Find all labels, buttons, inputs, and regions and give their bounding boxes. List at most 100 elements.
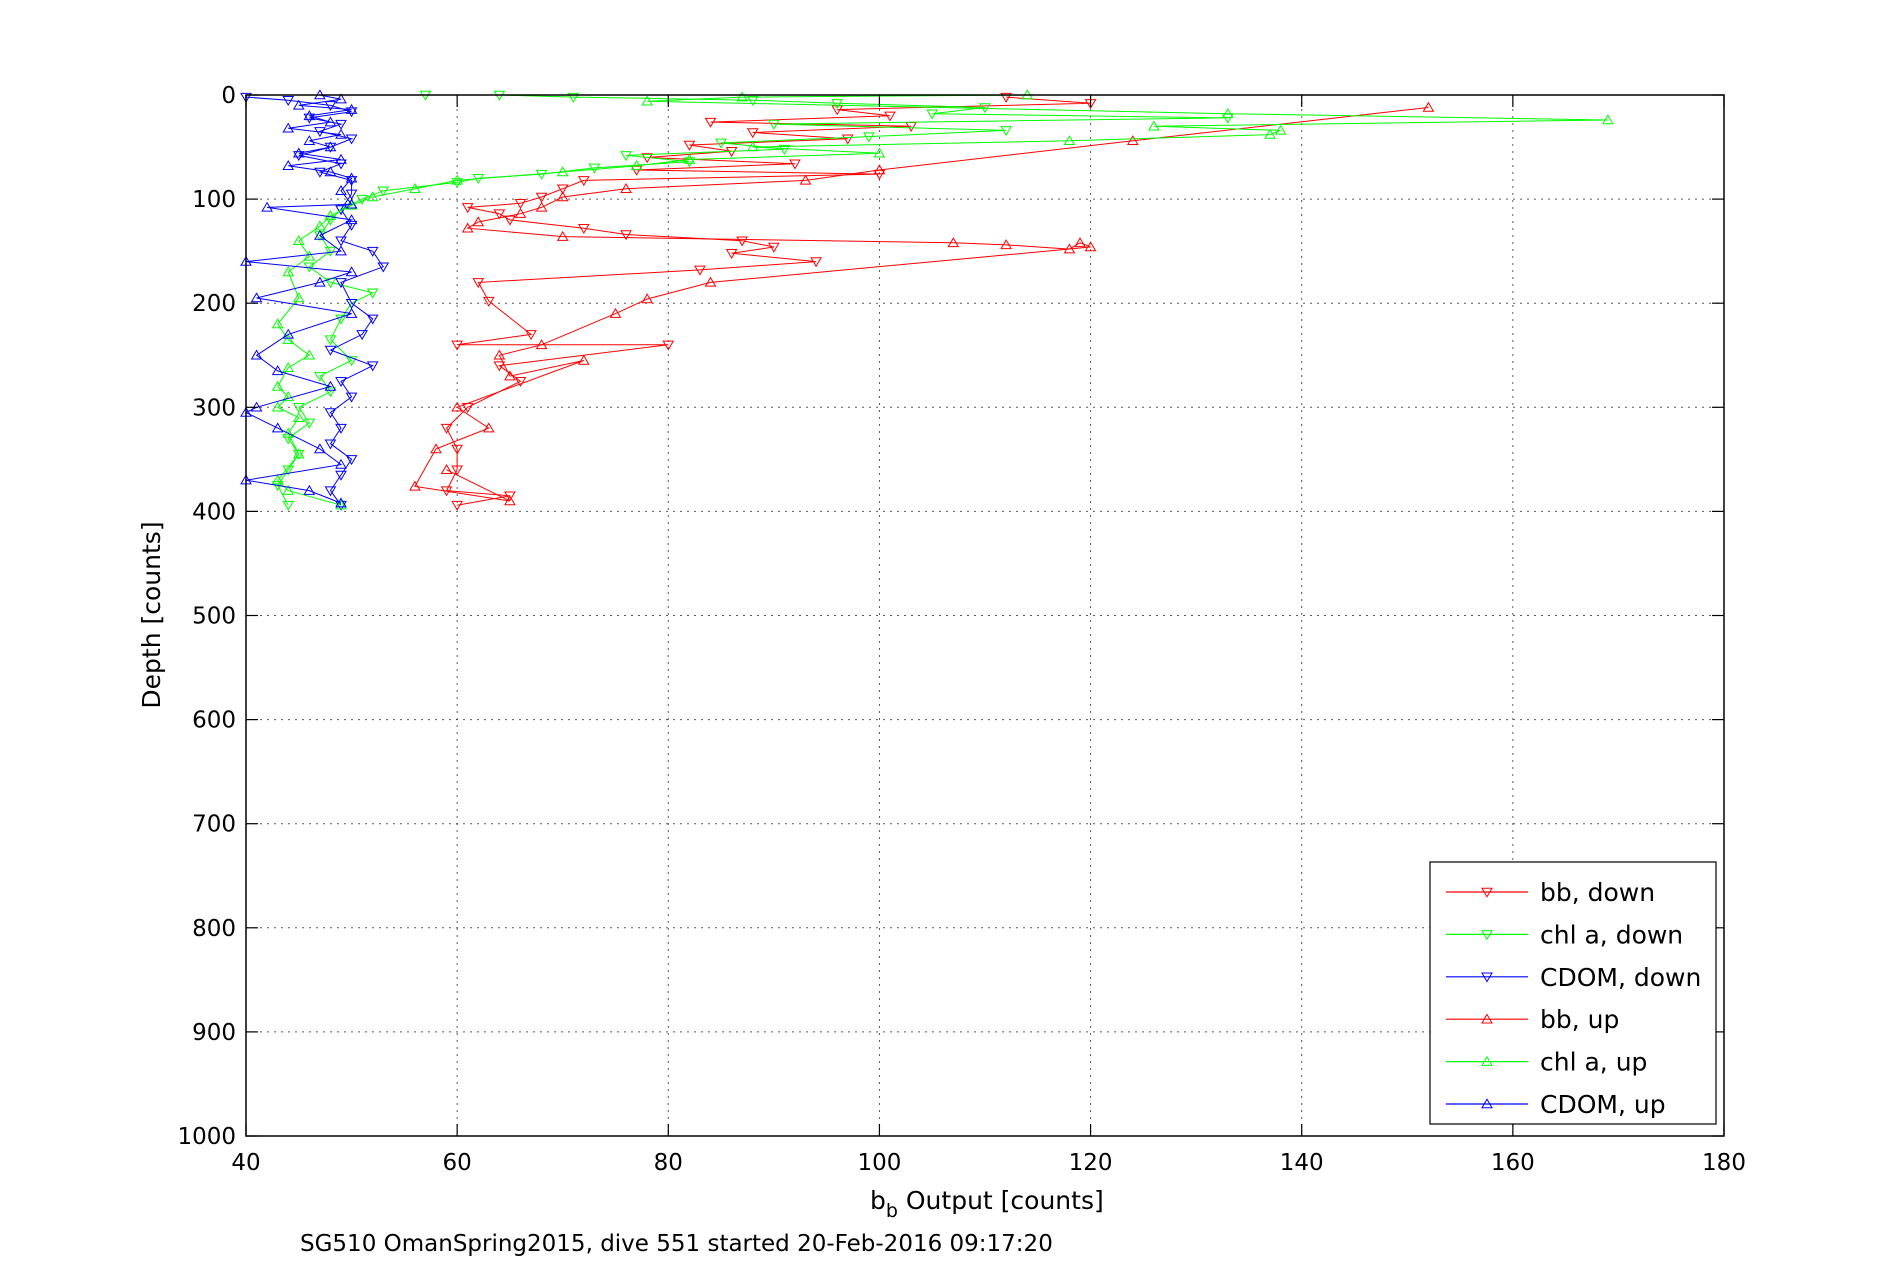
data-point	[947, 237, 960, 248]
data-point	[862, 132, 875, 143]
x-tick-label: 180	[1702, 1150, 1746, 1176]
x-tick-label: 120	[1069, 1150, 1113, 1176]
data-point	[377, 186, 390, 197]
data-point	[1000, 92, 1012, 103]
data-point	[440, 464, 453, 475]
data-point	[409, 182, 421, 193]
data-point	[292, 99, 305, 110]
data-point	[303, 113, 316, 124]
y-tick-label: 300	[192, 395, 236, 421]
data-point	[356, 330, 369, 341]
legend-label: bb, down	[1540, 878, 1655, 907]
legend-swatch-marker	[1481, 972, 1493, 983]
legend-label: bb, up	[1540, 1005, 1619, 1034]
data-point	[324, 439, 337, 450]
data-point	[292, 403, 305, 414]
data-point	[736, 236, 749, 247]
data-point	[345, 107, 358, 118]
data-point	[335, 119, 347, 130]
data-point	[366, 314, 379, 325]
data-point	[482, 422, 495, 433]
data-point	[261, 201, 273, 212]
data-point	[736, 91, 749, 102]
data-point	[725, 248, 738, 259]
data-point	[282, 122, 295, 133]
data-point	[451, 401, 464, 412]
data-point	[345, 307, 358, 318]
data-point	[282, 266, 295, 277]
data-point	[514, 377, 527, 388]
data-point	[609, 307, 622, 318]
data-point	[577, 354, 590, 365]
y-gridlines	[246, 198, 1724, 1033]
data-point	[324, 387, 337, 398]
data-point	[335, 458, 347, 469]
legend-label: chl a, down	[1540, 920, 1683, 949]
data-point	[345, 134, 358, 145]
data-point	[271, 422, 284, 433]
series-line	[276, 94, 1608, 506]
y-tick-label: 200	[192, 291, 236, 317]
data-point	[683, 157, 696, 168]
data-point	[430, 443, 442, 454]
legend: bb, down chl a, down CDOM, down bb, up chl a…	[1429, 861, 1717, 1125]
data-point	[335, 128, 347, 139]
x-tick-label: 140	[1280, 1150, 1324, 1176]
data-point	[314, 167, 326, 178]
data-point	[335, 245, 347, 256]
data-point	[704, 117, 717, 128]
data-point	[662, 340, 675, 351]
data-point	[345, 266, 358, 277]
data-point	[282, 427, 295, 438]
data-point	[271, 380, 284, 391]
data-point	[335, 185, 347, 196]
x-tick-label: 160	[1491, 1150, 1535, 1176]
data-point	[704, 276, 717, 287]
data-point	[366, 191, 379, 202]
data-point	[292, 448, 305, 459]
data-point	[303, 110, 316, 121]
data-point	[282, 391, 295, 402]
y-tick-labels: 0 100 200 300 400 500 600 700 800 900 1000	[177, 83, 236, 1150]
data-point	[1274, 124, 1287, 135]
y-axis-label: Depth [counts]	[137, 521, 166, 708]
data-point	[1000, 239, 1012, 250]
series-layer	[240, 89, 1614, 511]
data-point	[335, 497, 347, 508]
data-point	[1063, 243, 1076, 254]
data-point	[799, 174, 812, 185]
data-point	[282, 362, 295, 372]
series-line	[445, 96, 1091, 506]
data-point	[514, 199, 527, 210]
data-point	[345, 392, 358, 403]
data-point	[345, 298, 358, 309]
data-point	[282, 500, 295, 511]
data-point	[715, 138, 727, 149]
legend-label: CDOM, down	[1540, 963, 1701, 992]
data-point	[493, 209, 506, 220]
data-point	[694, 265, 706, 276]
data-point	[271, 474, 284, 485]
data-point	[303, 135, 316, 146]
data-point	[324, 335, 337, 346]
data-point	[324, 101, 337, 112]
data-point	[461, 222, 474, 233]
data-point	[282, 333, 295, 344]
data-point	[493, 349, 506, 360]
data-point	[683, 140, 696, 151]
data-point	[535, 169, 548, 180]
data-point	[767, 119, 780, 130]
y-tick-label: 900	[192, 1020, 236, 1046]
data-point	[345, 356, 358, 367]
x-tick-label: 60	[443, 1150, 472, 1176]
data-point	[282, 95, 295, 106]
data-point	[556, 230, 569, 241]
data-point	[535, 201, 548, 212]
legend-label: chl a, up	[1540, 1048, 1647, 1077]
series-line	[414, 107, 1429, 502]
data-point	[567, 92, 580, 103]
data-point	[683, 153, 696, 164]
data-point	[314, 231, 326, 242]
data-point	[1063, 135, 1076, 146]
data-point	[746, 95, 759, 106]
